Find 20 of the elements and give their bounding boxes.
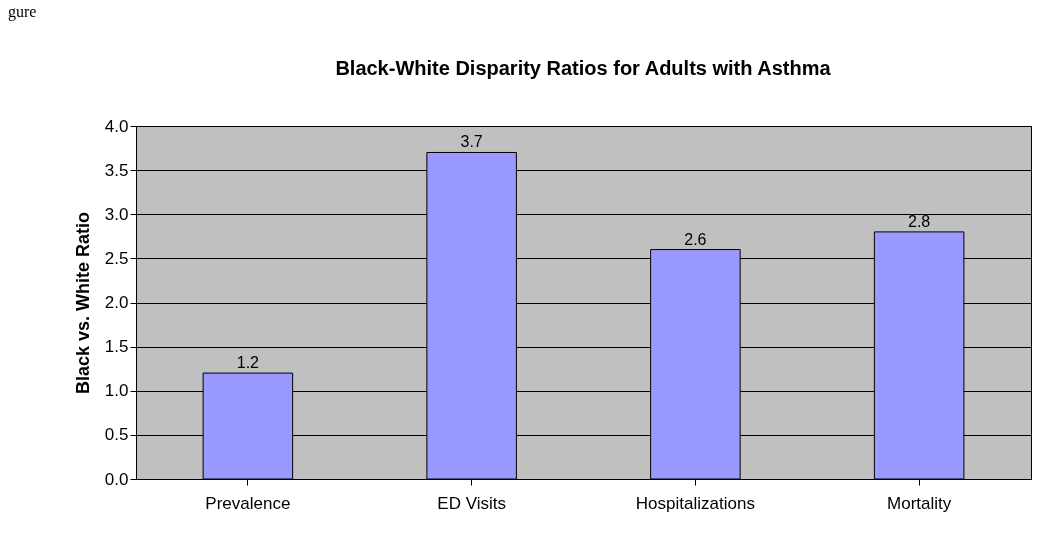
y-tick-label: 3.5	[104, 160, 129, 180]
y-tick-label: 0.0	[104, 469, 129, 489]
text: gure	[8, 3, 37, 21]
y-tick-label: 1.0	[104, 381, 129, 401]
data-label: 1.2	[236, 354, 260, 372]
y-tick-label: 2.0	[104, 293, 129, 312]
x-tick-label: Prevalence	[205, 493, 291, 513]
y-axis-title: Black vs. White Ratio	[72, 211, 93, 395]
data-label: 2.6	[684, 230, 707, 248]
y-tick-label: 3.0	[104, 204, 129, 224]
x-tick-label: Hospitalizations	[635, 493, 755, 513]
data-label: 3.7	[460, 133, 483, 151]
y-tick-label: 2.5	[104, 248, 129, 268]
data-label: 2.8	[908, 212, 931, 230]
y-tick-label: 1.5	[104, 337, 129, 357]
x-tick-label: Mortality	[887, 493, 952, 513]
x-tick-label: ED Visits	[437, 493, 506, 513]
y-tick-label: 0.5	[104, 425, 129, 445]
chart-title: Black-White Disparity Ratios for Adults with Asthma	[335, 57, 832, 79]
y-tick-label: 4.0	[104, 116, 129, 136]
